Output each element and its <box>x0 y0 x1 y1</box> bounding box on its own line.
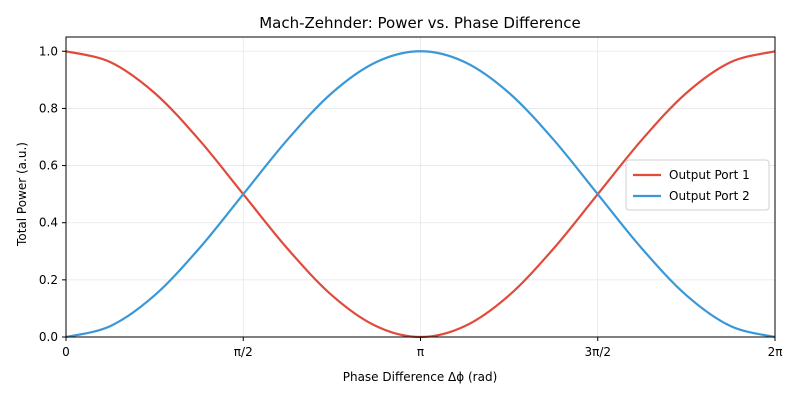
legend-label: Output Port 2 <box>669 189 750 203</box>
x-axis-label: Phase Difference Δϕ (rad) <box>343 370 498 384</box>
series-line-port-2 <box>65 50 776 339</box>
y-tick-label: 0.0 <box>39 330 58 344</box>
x-tick-label: 0 <box>62 345 70 359</box>
y-axis-ticks: 0.0 0.2 0.4 0.6 0.8 1.0 <box>39 44 66 344</box>
y-tick-label: 0.6 <box>39 159 58 173</box>
y-tick-label: 0.2 <box>39 273 58 287</box>
x-tick-label: π <box>417 345 424 359</box>
x-tick-label: 3π/2 <box>584 345 611 359</box>
legend-box <box>625 159 770 211</box>
y-tick-label: 1.0 <box>39 44 58 58</box>
legend-label: Output Port 1 <box>669 168 750 182</box>
y-tick-label: 0.4 <box>39 216 58 230</box>
y-axis-label: Total Power (a.u.) <box>15 142 29 247</box>
x-tick-label: π/2 <box>234 345 253 359</box>
chart-title: Mach-Zehnder: Power vs. Phase Difference <box>259 14 581 32</box>
x-axis-ticks: 0 π/2 π 3π/2 2π <box>62 337 782 359</box>
legend: Output Port 1 Output Port 2 <box>625 159 770 211</box>
y-tick-label: 0.8 <box>39 101 58 115</box>
x-tick-label: 2π <box>768 345 783 359</box>
